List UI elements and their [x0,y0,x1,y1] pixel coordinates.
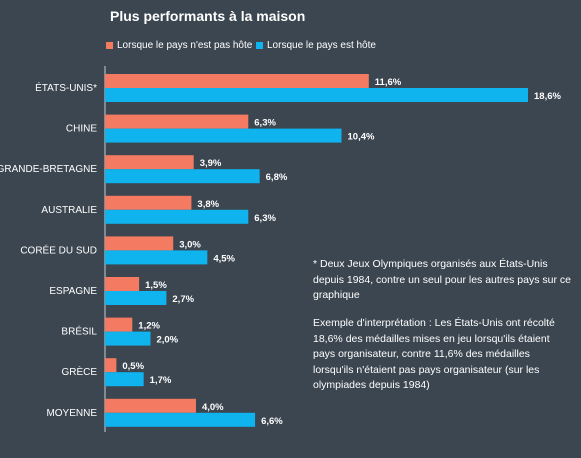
data-label-not-host: 3,0% [179,239,201,250]
footnote-asterisk: * Deux Jeux Olympiques organisés aux Éta… [313,257,573,304]
category-label: GRÈCE [61,365,97,378]
data-label-host: 2,0% [156,335,178,346]
bar-not-host [105,74,369,88]
data-label-host: 6,3% [254,213,276,224]
data-label-not-host: 3,9% [200,158,222,169]
data-label-host: 1,7% [150,375,172,386]
bar-host [105,332,150,346]
bar-not-host [105,115,248,129]
category-label: CHINE [66,124,97,135]
data-label-host: 6,6% [261,416,283,427]
bar-host [105,250,207,264]
footnote-interpretation: Exemple d'interprétation : Les États-Uni… [313,316,573,394]
data-label-host: 10,4% [348,132,375,143]
bar-not-host [105,155,194,169]
bar-host [105,169,260,183]
data-label-not-host: 4,0% [202,402,224,413]
data-label-not-host: 6,3% [254,118,276,129]
bar-not-host [105,358,116,372]
category-label: MOYENNE [46,408,97,419]
bar-not-host [105,318,132,332]
bar-host [105,291,166,305]
category-label: ÉTATS-UNIS* [35,81,97,94]
bar-not-host [105,196,191,210]
bar-not-host [105,236,173,250]
bar-not-host [105,399,196,413]
data-label-not-host: 3,8% [197,199,219,210]
category-label: BRÉSIL [61,325,97,338]
data-label-host: 6,8% [266,172,288,183]
category-label: ESPAGNE [49,286,97,297]
category-label: GRANDE-BRETAGNE [0,164,97,175]
bar-not-host [105,277,139,291]
data-label-host: 18,6% [534,91,561,102]
bar-host [105,129,342,143]
data-label-not-host: 0,5% [122,361,144,372]
bar-host [105,88,528,102]
data-label-not-host: 1,2% [138,321,160,332]
bar-host [105,372,144,386]
data-label-host: 4,5% [213,253,235,264]
data-label-not-host: 1,5% [145,280,167,291]
category-label: CORÉE DU SUD [20,243,97,256]
data-label-not-host: 11,6% [375,77,402,88]
data-label-host: 2,7% [172,294,194,305]
category-label: AUSTRALIE [41,205,97,216]
bar-host [105,413,255,427]
bar-host [105,210,248,224]
